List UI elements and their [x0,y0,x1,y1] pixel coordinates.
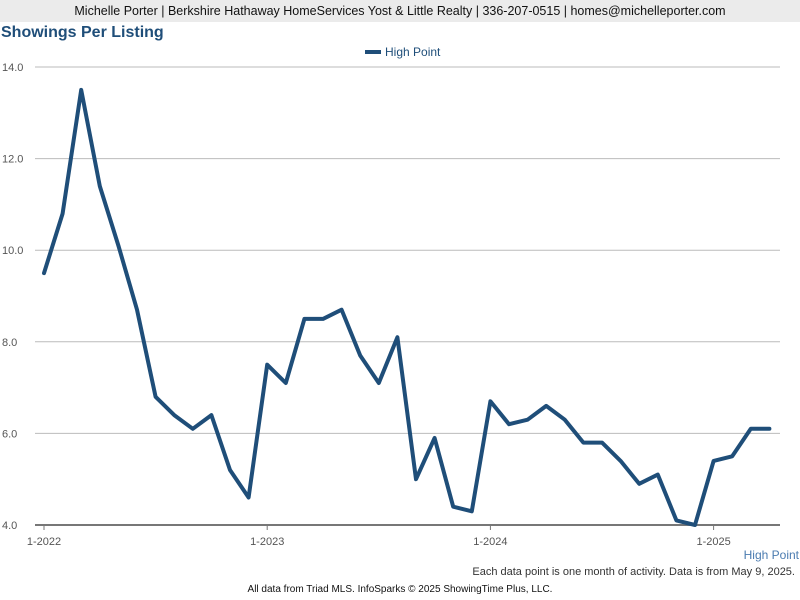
data-point[interactable] [395,335,399,339]
data-point[interactable] [135,308,139,312]
data-point[interactable] [209,413,213,417]
data-point[interactable] [563,418,567,422]
data-point[interactable] [674,518,678,522]
data-point[interactable] [488,399,492,403]
y-tick-label: 10.0 [2,245,23,257]
grid-lines [35,66,780,526]
footnote: Each data point is one month of activity… [472,566,795,578]
data-point[interactable] [749,427,753,431]
data-point[interactable] [228,468,232,472]
legend-swatch [365,50,381,54]
data-point[interactable] [284,381,288,385]
y-tick-label: 14.0 [2,62,23,74]
data-point[interactable] [116,244,120,248]
chart-legend[interactable]: High Point [365,45,440,59]
data-point[interactable] [581,441,585,445]
data-point[interactable] [619,459,623,463]
data-point[interactable] [377,381,381,385]
y-axis-ticks: 4.0 6.0 8.0 10.0 12.0 14.0 [2,62,23,532]
data-point[interactable] [247,496,251,500]
data-point[interactable] [98,184,102,188]
data-point[interactable] [656,473,660,477]
data-point[interactable] [154,395,158,399]
data-point[interactable] [61,212,65,216]
x-axis-ticks: 1-2022 1-2023 1-2024 1-2025 [27,525,731,548]
x-tick-label: 1-2023 [250,536,284,548]
data-point[interactable] [433,436,437,440]
data-point[interactable] [42,271,46,275]
data-credit: All data from Triad MLS. InfoSparks © 20… [247,584,553,595]
y-tick-label: 12.0 [2,154,23,166]
data-point[interactable] [414,477,418,481]
data-point[interactable] [526,418,530,422]
legend-label: High Point [385,45,441,59]
data-point[interactable] [321,317,325,321]
data-point[interactable] [340,308,344,312]
data-point[interactable] [693,523,697,527]
data-point[interactable] [544,404,548,408]
contact-header: Michelle Porter | Berkshire Hathaway Hom… [0,0,800,22]
series-label: High Point [743,548,799,562]
data-point[interactable] [470,509,474,513]
data-point[interactable] [767,427,771,431]
data-point[interactable] [712,459,716,463]
y-tick-label: 6.0 [2,428,17,440]
x-tick-label: 1-2024 [473,536,507,548]
data-point[interactable] [637,482,641,486]
chart-title: Showings Per Listing [1,24,164,41]
data-point[interactable] [191,427,195,431]
series-group [42,87,772,527]
data-point[interactable] [302,317,306,321]
data-point[interactable] [730,454,734,458]
series-line[interactable] [42,87,772,527]
data-point[interactable] [600,441,604,445]
y-tick-label: 8.0 [2,337,17,349]
data-point[interactable] [451,505,455,509]
x-tick-label: 1-2025 [696,536,730,548]
data-point[interactable] [265,363,269,367]
x-tick-label: 1-2022 [27,536,61,548]
data-point[interactable] [358,354,362,358]
data-point[interactable] [507,422,511,426]
y-tick-label: 4.0 [2,520,17,532]
data-point[interactable] [79,88,83,92]
data-point[interactable] [172,413,176,417]
